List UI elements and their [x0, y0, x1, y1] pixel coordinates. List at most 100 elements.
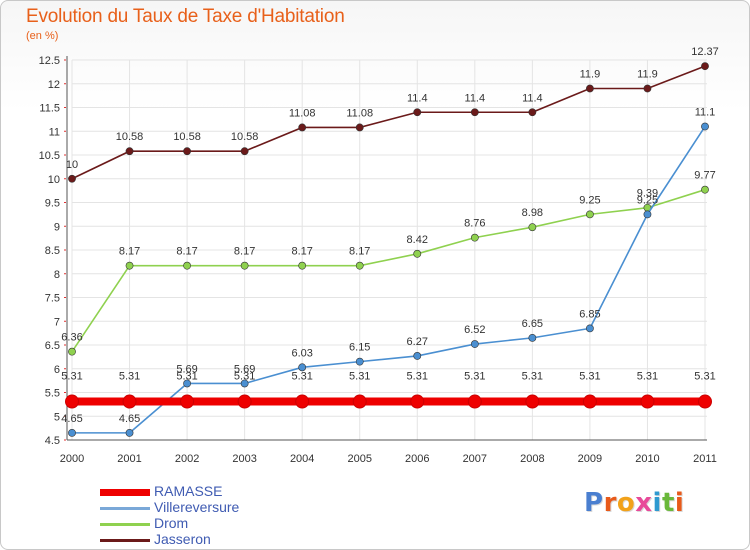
data-label-jasseron: 10 — [66, 159, 78, 171]
data-label-drom: 6.36 — [61, 332, 82, 344]
data-point-jasseron — [355, 123, 364, 132]
data-label-villereversure: 5.69 — [176, 363, 197, 375]
logo-letter: i — [674, 488, 685, 518]
data-label-jasseron: 12.37 — [691, 46, 719, 58]
data-point-drom — [125, 261, 134, 270]
data-point-jasseron — [413, 108, 422, 117]
y-tick-label: 5 — [54, 411, 60, 423]
data-point-ramasse — [582, 394, 597, 409]
data-point-drom — [298, 261, 307, 270]
logo-letter: P — [584, 488, 604, 518]
data-label-jasseron: 10.58 — [116, 131, 144, 143]
data-point-drom — [528, 223, 537, 232]
data-point-jasseron — [528, 108, 537, 117]
data-label-ramasse: 5.31 — [291, 371, 312, 383]
x-tick-label: 2005 — [347, 453, 371, 465]
data-point-jasseron — [68, 174, 76, 183]
chart-title: Evolution du Taux de Taxe d'Habitation — [26, 6, 345, 27]
data-label-villereversure: 5.69 — [234, 363, 255, 375]
y-tick-label: 9.5 — [45, 198, 60, 210]
data-label-drom: 8.42 — [407, 234, 428, 246]
legend-label-ramasse: RAMASSE — [154, 483, 223, 499]
data-label-jasseron: 11.08 — [289, 107, 316, 119]
legend-label-villereversure: Villereversure — [154, 499, 240, 515]
data-point-villereversure — [586, 324, 594, 333]
data-point-jasseron — [183, 147, 191, 156]
data-point-villereversure — [298, 363, 307, 372]
data-label-jasseron: 11.4 — [465, 92, 486, 104]
legend-swatch-villereversure — [100, 507, 150, 510]
x-tick-label: 2006 — [405, 453, 429, 465]
data-point-ramasse — [698, 394, 712, 409]
data-label-drom: 8.17 — [349, 246, 370, 258]
data-point-villereversure — [470, 340, 479, 348]
data-point-ramasse — [122, 394, 137, 409]
y-tick-label: 7.5 — [45, 293, 60, 305]
data-point-villereversure — [413, 352, 422, 360]
y-tick-label: 12 — [48, 79, 60, 91]
data-label-villereversure: 6.85 — [579, 308, 600, 320]
y-tick-label: 8.5 — [45, 245, 60, 257]
logo-letter: t — [661, 488, 675, 518]
data-point-drom — [240, 261, 249, 270]
data-point-villereversure — [355, 357, 364, 366]
data-label-villereversure: 11.1 — [695, 107, 716, 119]
data-label-drom: 8.17 — [234, 246, 255, 258]
data-label-villereversure: 6.03 — [291, 347, 312, 359]
data-point-jasseron — [470, 108, 479, 117]
data-point-ramasse — [525, 394, 540, 409]
logo-letter: x — [635, 488, 653, 518]
data-label-ramasse: 5.31 — [522, 371, 543, 383]
y-tick-label: 5.5 — [45, 388, 60, 400]
data-label-ramasse: 5.31 — [464, 371, 485, 383]
data-point-drom — [68, 347, 76, 356]
series-line-drom — [71, 188, 706, 353]
data-label-villereversure: 9.25 — [637, 194, 658, 206]
data-label-villereversure: 4.65 — [61, 413, 82, 425]
data-label-drom: 9.77 — [694, 170, 715, 182]
legend-swatch-jasseron — [100, 539, 150, 542]
y-tick-label: 12.5 — [39, 55, 60, 67]
data-label-drom: 9.25 — [579, 194, 600, 206]
data-label-villereversure: 6.65 — [522, 318, 543, 330]
x-tick-label: 2011 — [693, 453, 717, 465]
data-label-jasseron: 11.08 — [346, 107, 373, 119]
data-label-drom: 8.17 — [176, 246, 197, 258]
logo-letter: o — [616, 488, 636, 518]
data-label-drom: 8.98 — [522, 207, 543, 219]
logo-letter: r — [603, 488, 617, 518]
data-point-ramasse — [237, 394, 252, 409]
data-label-villereversure: 6.27 — [407, 336, 428, 348]
data-label-ramasse: 5.31 — [234, 371, 255, 383]
data-label-ramasse: 5.31 — [61, 371, 82, 383]
data-label-villereversure: 6.52 — [464, 324, 485, 336]
data-point-ramasse — [352, 394, 367, 409]
data-label-ramasse: 5.31 — [637, 371, 658, 383]
data-point-jasseron — [701, 62, 709, 71]
data-point-ramasse — [180, 394, 195, 409]
data-point-villereversure — [183, 379, 191, 388]
data-point-ramasse — [410, 394, 425, 409]
data-point-drom — [183, 261, 191, 270]
data-label-jasseron: 11.4 — [407, 92, 428, 104]
data-label-ramasse: 5.31 — [694, 371, 715, 383]
data-point-jasseron — [125, 147, 134, 156]
data-point-ramasse — [467, 394, 482, 409]
legend-label-jasseron: Jasseron — [154, 531, 211, 547]
data-point-villereversure — [68, 428, 76, 437]
data-point-jasseron — [298, 123, 307, 132]
y-tick-label: 7 — [54, 316, 60, 328]
data-point-drom — [355, 261, 364, 270]
data-label-ramasse: 5.31 — [176, 371, 197, 383]
legend-swatch-drom — [100, 523, 150, 526]
data-point-jasseron — [240, 147, 249, 156]
data-point-drom — [586, 210, 594, 219]
data-label-ramasse: 5.31 — [579, 371, 600, 383]
data-point-ramasse — [65, 394, 79, 409]
data-label-drom: 9.39 — [637, 188, 658, 200]
legend-swatch-ramasse — [100, 489, 150, 496]
data-point-villereversure — [643, 210, 652, 219]
data-point-jasseron — [586, 84, 594, 93]
x-tick-label: 2010 — [635, 453, 659, 465]
proxiti-logo: Proxiti — [584, 488, 684, 518]
